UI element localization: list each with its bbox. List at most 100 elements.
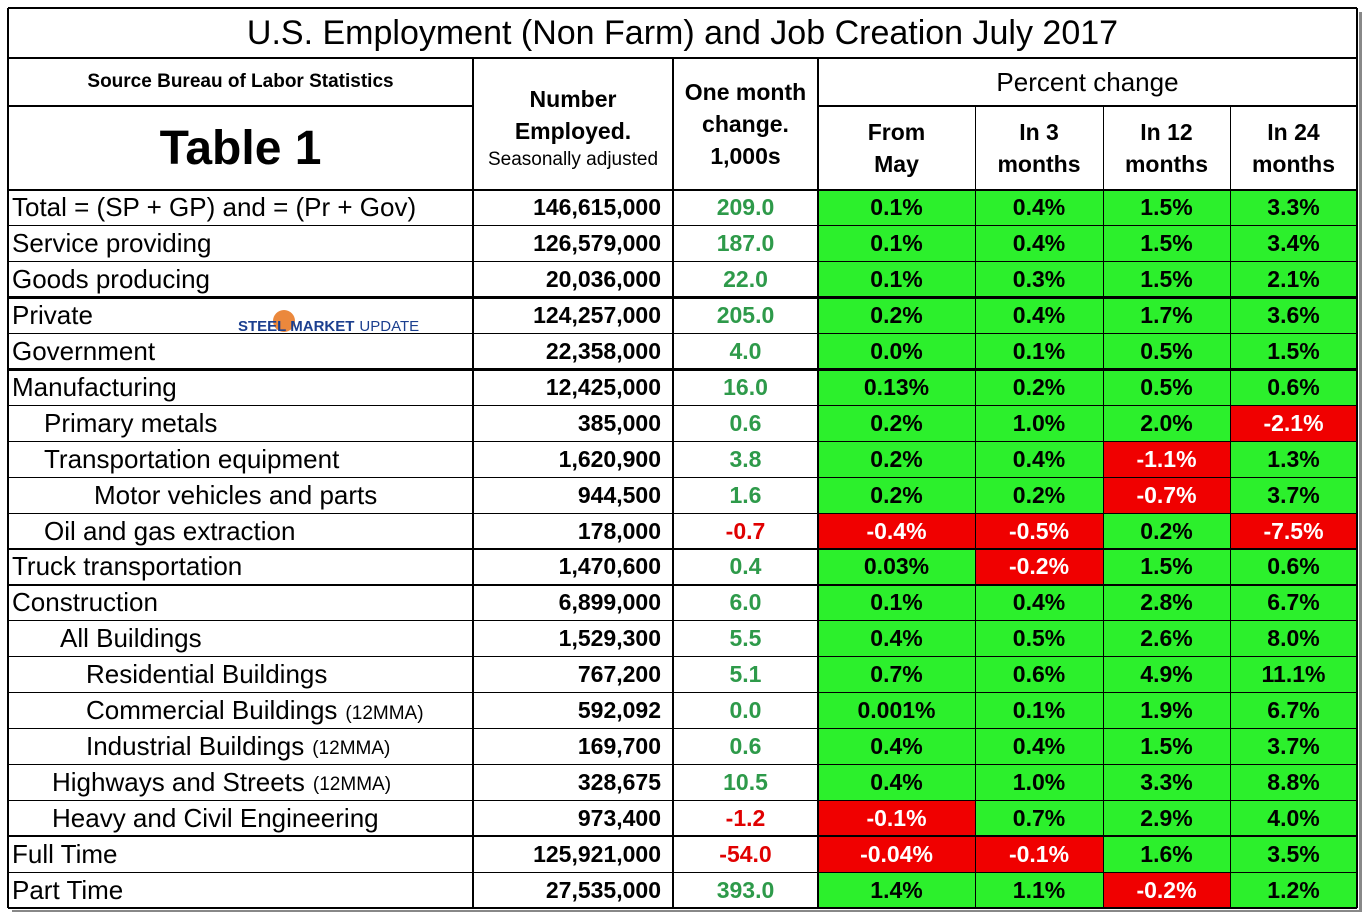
rule: [8, 188, 1357, 192]
rule: [8, 225, 1357, 227]
label-text: Truck transportation: [12, 551, 243, 582]
row-label: Commercial Buildings (12MMA): [8, 693, 473, 729]
rule: [818, 105, 1357, 107]
label-text: Manufacturing: [12, 371, 177, 402]
row-label: Industrial Buildings (12MMA): [8, 729, 473, 765]
percent-text: 3.4%: [1267, 230, 1320, 257]
row-label: Part Time: [8, 872, 473, 908]
number-header: Number Employed. Seasonally adjusted: [473, 58, 673, 190]
rule: [8, 296, 1357, 299]
period-header: In 12 months: [1103, 106, 1230, 190]
label-note: (12MMA): [312, 738, 391, 760]
percent-text: 0.4%: [870, 625, 923, 652]
rule: [8, 763, 1357, 765]
change-cell: -0.7: [673, 513, 818, 549]
percent-cell: 3.7%: [1230, 728, 1357, 765]
change-text: -54.0: [719, 840, 772, 867]
number-text: 1,470,600: [558, 553, 661, 580]
change-cell: 209.0: [673, 190, 818, 226]
percent-cell: 3.3%: [1103, 764, 1230, 801]
percent-cell: 0.5%: [1103, 369, 1230, 406]
percent-cell: 0.2%: [818, 441, 975, 478]
row-label: Transportation equipment: [8, 441, 473, 477]
percent-text: 0.2%: [870, 481, 923, 508]
percent-text: 1.5%: [1140, 266, 1193, 293]
percent-text: 2.8%: [1140, 589, 1193, 616]
percent-text: 0.1%: [1012, 697, 1066, 724]
percent-cell: 0.3%: [975, 261, 1103, 298]
percent-text: 0.1%: [870, 230, 923, 257]
change-cell: 3.8: [673, 441, 818, 477]
logo-mark: [273, 309, 295, 332]
percent-text: -0.7%: [1136, 481, 1197, 508]
percent-text: 0.2%: [870, 445, 923, 472]
percent-cell: -0.2%: [1103, 872, 1230, 908]
rule: [8, 476, 1357, 478]
percent-text: 1.2%: [1267, 876, 1320, 903]
percent-cell: 3.7%: [1230, 477, 1357, 514]
row-label: Goods producing: [8, 262, 473, 298]
percent-cell: 6.7%: [1230, 692, 1357, 729]
header-text: months: [1251, 151, 1336, 177]
percent-text: -7.5%: [1263, 517, 1324, 544]
change-text: 0.6: [729, 732, 762, 759]
percent-cell: -1.1%: [1103, 441, 1230, 478]
rule: [8, 368, 1357, 371]
rule: [8, 7, 1357, 9]
number-text: 328,675: [577, 768, 661, 795]
percent-text: 0.6%: [1267, 373, 1320, 400]
percent-text: 0.1%: [1012, 338, 1066, 365]
percent-text: 1.9%: [1140, 697, 1193, 724]
label-text: Heavy and Civil Engineering: [52, 802, 379, 833]
change-text: 187.0: [716, 230, 775, 257]
change-text: 209.0: [716, 194, 775, 221]
percent-text: 1.1%: [1012, 876, 1066, 903]
percent-text: -0.5%: [1008, 517, 1070, 544]
label-text: Residential Buildings: [86, 659, 328, 690]
rule: [8, 871, 1357, 873]
percent-text: 0.5%: [1140, 373, 1193, 400]
percent-cell: 1.0%: [975, 405, 1103, 442]
percent-cell: 0.6%: [1230, 549, 1357, 585]
percent-cell: -7.5%: [1230, 513, 1357, 549]
percent-text: 0.2%: [1012, 373, 1066, 400]
percent-cell: 2.8%: [1103, 584, 1230, 621]
number-text: 27,535,000: [545, 876, 661, 903]
percent-text: 3.3%: [1267, 194, 1320, 221]
change-text: 10.5: [723, 768, 768, 795]
label-note: (12MMA): [345, 702, 424, 724]
label-text: Industrial Buildings: [86, 730, 305, 761]
percent-cell: 0.4%: [975, 297, 1103, 334]
number-text: 6,899,000: [558, 589, 661, 616]
percent-text: 0.0%: [870, 338, 923, 365]
percent-text: 6.7%: [1267, 589, 1320, 616]
percent-cell: 0.1%: [975, 692, 1103, 729]
percent-cell: 0.1%: [818, 261, 975, 298]
percent-cell: 0.7%: [818, 656, 975, 693]
number-cell: 126,579,000: [473, 226, 673, 262]
percent-text: -0.4%: [866, 517, 927, 544]
row-label: Highways and Streets (12MMA): [8, 764, 473, 800]
change-cell: 187.0: [673, 226, 818, 262]
change-text: 22.0: [723, 266, 768, 293]
rule: [7, 8, 9, 908]
rule: [8, 333, 1357, 335]
percent-cell: 4.0%: [1230, 800, 1357, 837]
change-cell: 1.6: [673, 477, 818, 513]
period-header: From May: [818, 106, 975, 190]
number-text: 20,036,000: [545, 266, 661, 293]
number-text: 126,579,000: [533, 230, 661, 257]
header-text: In 24: [1267, 119, 1320, 145]
number-text: 125,921,000: [533, 840, 661, 867]
header-text: 1,000s: [710, 143, 781, 169]
change-cell: 0.4: [673, 549, 818, 585]
period-header: In 24 months: [1230, 106, 1357, 190]
percent-cell: 4.9%: [1103, 656, 1230, 693]
logo-bold: STEEL MARKET: [238, 318, 355, 336]
label-text: Commercial Buildings: [86, 695, 338, 726]
percent-cell: 1.5%: [1103, 225, 1230, 262]
change-text: 5.1: [729, 661, 762, 688]
percent-cell: -0.1%: [975, 836, 1103, 873]
percent-text: 0.4%: [1012, 445, 1066, 472]
rule: [8, 692, 1357, 694]
